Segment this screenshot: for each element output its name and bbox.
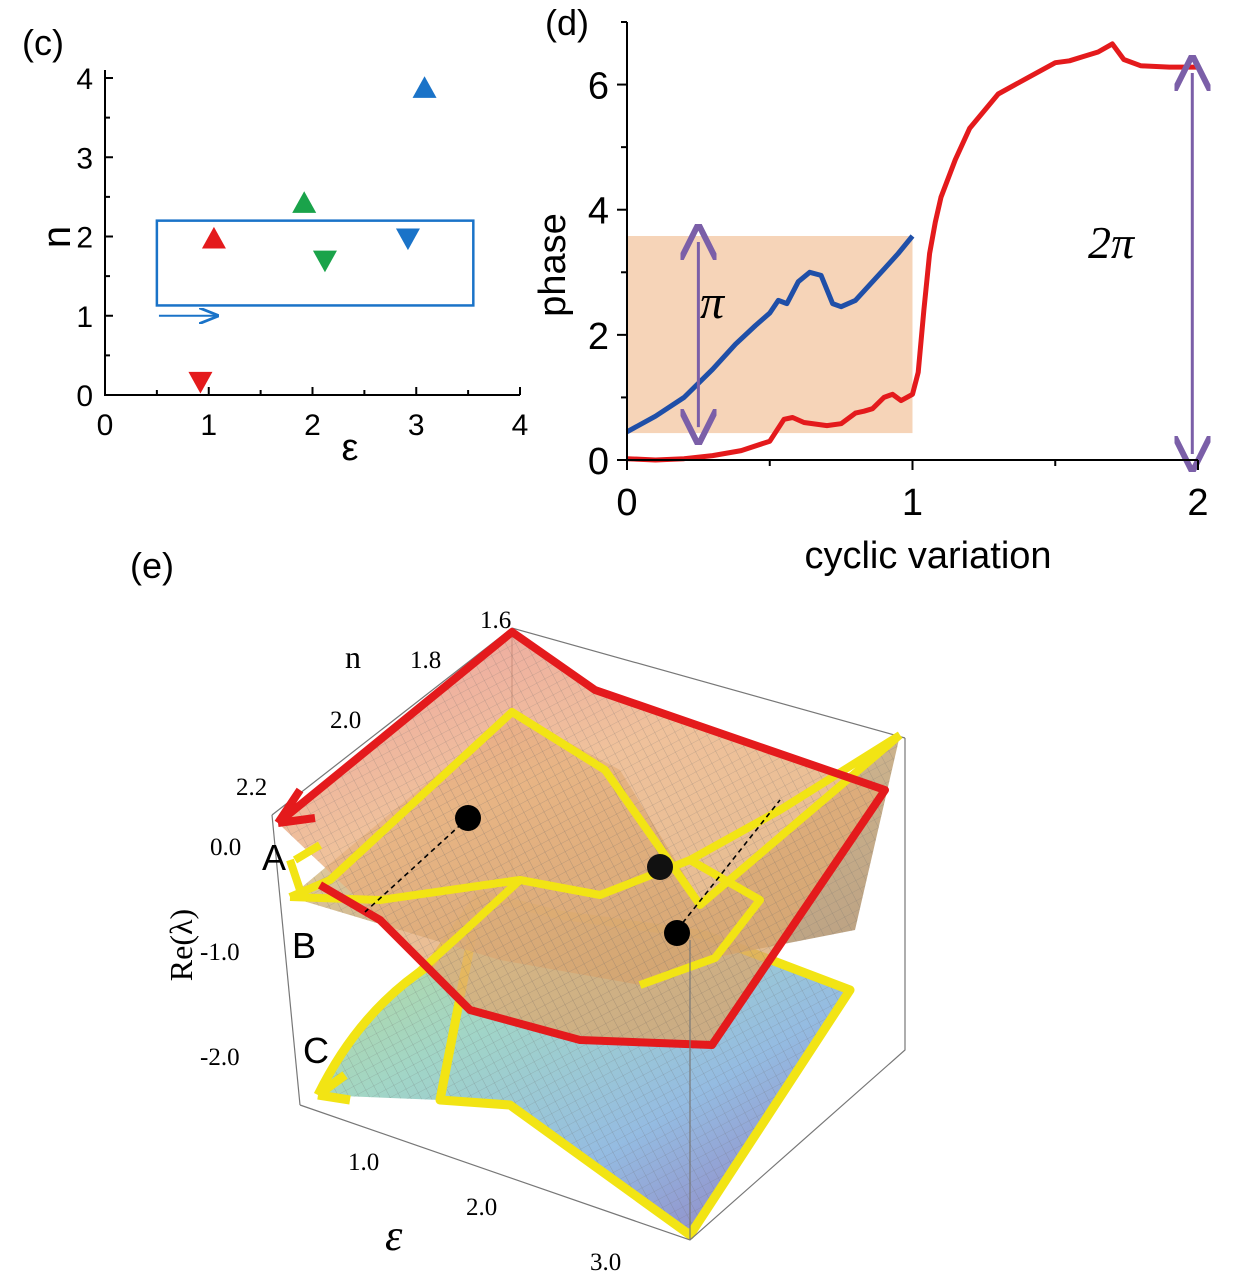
surface-mesh-a [278, 632, 885, 1045]
eps-tick-3: 3.0 [590, 1249, 621, 1276]
pi-annotation: π [700, 276, 726, 329]
axis-lines-c [104, 70, 520, 396]
exceptional-point-3 [664, 920, 690, 946]
bounding-box-front [299, 738, 906, 1241]
y-tick-label-d: 0 [588, 441, 609, 483]
y-tick-label-c: 0 [76, 380, 93, 413]
panel-label-e: (e) [130, 545, 174, 586]
sheet-label-b: B [292, 925, 316, 966]
sheet-a-outline [275, 628, 889, 1049]
eps-tick-2: 2.0 [466, 1194, 497, 1221]
x-tick-label-c: 3 [408, 409, 425, 442]
epsilon-axis-label: ε [385, 1211, 403, 1260]
scatter-point-triangle-down [395, 228, 420, 251]
sheet-b-arrow-icon [286, 841, 323, 892]
exceptional-point-1 [455, 805, 481, 831]
exceptional-point-2 [647, 854, 673, 880]
y-tick-label-c: 2 [76, 222, 93, 255]
scatter-point-triangle-down [312, 250, 337, 273]
x-tick-label-d: 1 [902, 482, 923, 524]
scatter-point-triangle-down [188, 371, 213, 394]
re-lambda-axis-label: Re(λ) [163, 909, 199, 981]
n-axis-ticks: 1.6 1.8 2.0 2.2 [236, 607, 511, 801]
dashed-guide-lines [364, 799, 781, 931]
eps-tick-1: 1.0 [348, 1149, 379, 1176]
two-pi-annotation: 2π [1088, 217, 1136, 268]
n-axis-label: n [345, 639, 361, 675]
y-tick-label-c: 4 [76, 63, 93, 96]
n-tick-4: 2.2 [236, 774, 267, 801]
n-tick-2: 1.8 [410, 647, 441, 674]
panel-e: (e) [130, 545, 906, 1276]
x-tick-label-c: 2 [304, 409, 321, 442]
scatter-point-triangle-up [292, 191, 317, 213]
x-axis-label-c: ε [342, 427, 359, 469]
scatter-point-triangle-up [201, 226, 226, 249]
sheet-label-a: A [262, 837, 286, 878]
re-tick-3: -2.0 [200, 1044, 240, 1071]
sheet-c-arrow-icon [315, 1071, 351, 1105]
shaded-region [627, 235, 913, 434]
y-tick-label-c: 1 [76, 301, 93, 334]
sheet-a-arrow-icon [274, 787, 316, 827]
axes-c: 0 1 2 3 4 0 1 2 3 4 [76, 63, 528, 442]
re-tick-2: -1.0 [200, 939, 240, 966]
re-tick-1: 0.0 [210, 834, 241, 861]
x-tick-label-c: 1 [200, 409, 217, 442]
panel-label-d: (d) [545, 2, 589, 43]
axes-d: 0 1 2 0 2 4 6 [588, 21, 1209, 524]
n-tick-1: 1.6 [480, 607, 511, 634]
y-tick-label-d: 6 [588, 66, 609, 108]
re-axis-ticks: 0.0 -1.0 -2.0 [200, 834, 241, 1071]
loop-rectangle [155, 219, 475, 307]
x-tick-label-d: 0 [616, 482, 637, 524]
y-tick-label-d: 4 [588, 191, 609, 233]
x-axis-label-d: cyclic variation [804, 535, 1051, 577]
y-axis-label-d: phase [532, 213, 574, 317]
panel-d: (d) π 2π 0 1 2 0 2 4 6 cyclic variation phase [532, 2, 1209, 577]
panel-label-c: (c) [22, 22, 64, 63]
sheet-labels: A B C [262, 837, 329, 1071]
series-line-red [626, 41, 1198, 463]
scatter-points [188, 76, 437, 394]
epsilon-axis-ticks: 1.0 2.0 3.0 [348, 1149, 621, 1276]
y-axis-label-c: n [35, 226, 79, 248]
panel-c: (c) 0 1 2 3 4 0 1 2 3 4 ε n [22, 22, 528, 469]
x-tick-label-d: 2 [1187, 482, 1208, 524]
scatter-point-triangle-up [412, 76, 437, 98]
x-tick-label-c: 0 [97, 409, 114, 442]
n-tick-3: 2.0 [330, 707, 361, 734]
y-tick-label-c: 3 [76, 142, 93, 175]
y-tick-label-d: 2 [588, 316, 609, 358]
sheet-label-c: C [303, 1030, 329, 1071]
sheet-b-crossing-outline [407, 856, 764, 989]
x-tick-label-c: 4 [512, 409, 529, 442]
